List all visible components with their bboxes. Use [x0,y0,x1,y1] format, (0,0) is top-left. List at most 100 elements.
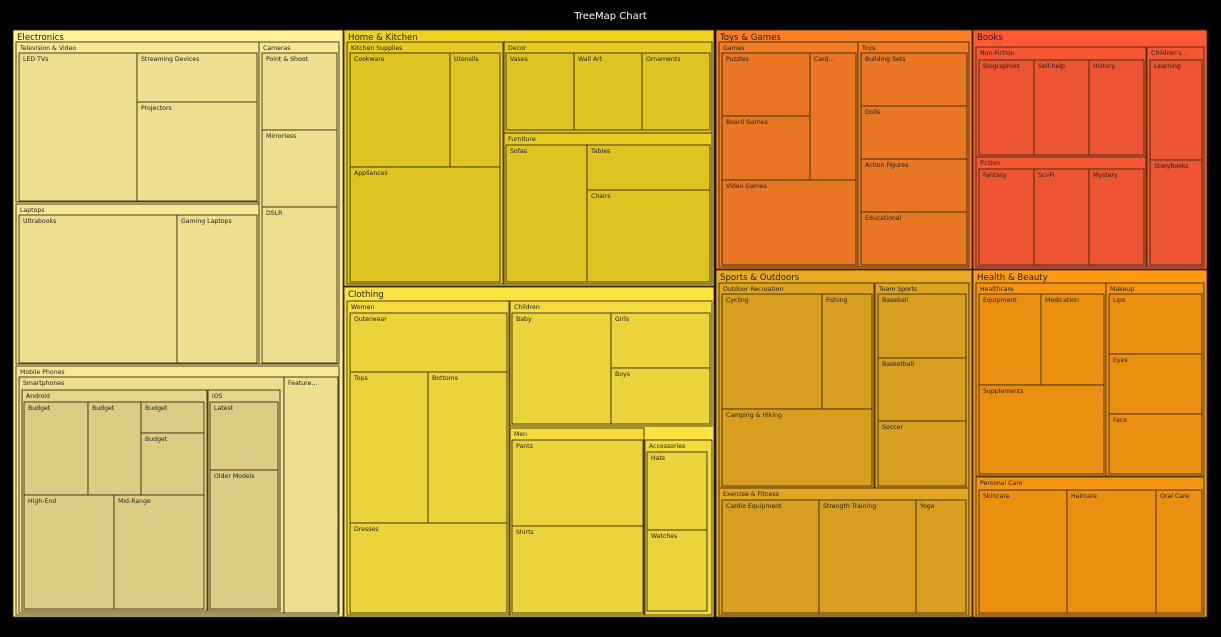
treemap-tile-face[interactable] [1108,413,1203,475]
treemap-tile-pants[interactable] [511,439,644,527]
treemap-tile-baby[interactable] [511,312,612,425]
treemap-tile-high-end[interactable] [23,494,115,610]
treemap-tile-latest[interactable] [209,401,279,471]
treemap-label-lips: Lips [1113,297,1125,304]
treemap-tile-ornaments[interactable] [641,52,711,131]
treemap-tile-sci-fi[interactable] [1033,168,1090,266]
treemap-tile-budget[interactable] [140,432,205,496]
treemap-tile-point-and-shoot[interactable] [261,52,338,131]
treemap-tile-haircare[interactable] [1066,489,1157,614]
treemap-tile-fishing[interactable] [821,293,873,410]
treemap-tile-cardio-equipment[interactable] [721,499,820,614]
treemap-tile-self-help[interactable] [1033,59,1090,156]
treemap-label-board-games: Board Games [726,119,768,126]
treemap-tile-appliances[interactable] [349,166,501,283]
treemap-tile-biographies[interactable] [978,59,1035,156]
treemap-label-decor: Decor [508,45,527,52]
treemap-tile-girls[interactable] [610,312,711,369]
treemap-label-smartphones: Smartphones [23,380,64,387]
treemap-label-appliances: Appliances [354,170,388,177]
treemap-tile-feature[interactable] [283,376,339,614]
treemap-tile-older-models[interactable] [209,469,279,610]
treemap-tile-vases[interactable] [505,52,575,131]
treemap-tile-dolls[interactable] [860,105,968,160]
treemap-tile-boys[interactable] [610,367,711,425]
treemap-tile-history[interactable] [1088,59,1145,156]
treemap-tile-mystery[interactable] [1088,168,1145,266]
treemap-tile-chairs[interactable] [586,189,711,283]
treemap-tile-oral-care[interactable] [1155,489,1203,614]
treemap-tile-yoga[interactable] [915,499,967,614]
treemap-label-feature: Feature... [288,380,317,387]
treemap-tile-bottoms[interactable] [427,371,508,524]
treemap-tile-equipment[interactable] [978,293,1042,386]
treemap-tile-action-figures[interactable] [860,158,968,213]
treemap-tile-educational[interactable] [860,211,968,266]
treemap-tile-outerwear[interactable] [349,312,508,373]
treemap-tile-strength-training[interactable] [818,499,917,614]
treemap-label-budget: Budget [145,436,168,443]
treemap-label-cardio-equipment: Cardio Equipment [726,503,782,510]
treemap-label-projectors: Projectors [141,105,172,112]
treemap-label-outdoor-recreation: Outdoor Recreation [723,286,783,293]
treemap-tile-watches[interactable] [646,529,708,612]
treemap-tile-lips[interactable] [1108,293,1203,355]
treemap-tile-utensils[interactable] [449,52,501,168]
treemap-tile-cycling[interactable] [721,293,823,410]
treemap-tile-board-games[interactable] [721,115,811,181]
treemap-tile-led-tvs[interactable] [18,52,138,202]
treemap-label-action-figures: Action Figures [865,162,908,169]
treemap-tile-dresses[interactable] [349,522,508,614]
treemap-tile-learning[interactable] [1149,59,1203,161]
chart-title: TreeMap Chart [574,11,647,22]
treemap-tile-hats[interactable] [646,451,708,531]
treemap-tile-shirts[interactable] [511,525,644,614]
treemap-tile-supplements[interactable] [978,384,1105,475]
treemap-tile-storybooks[interactable] [1149,159,1203,266]
treemap-tile-projectors[interactable] [136,101,258,202]
treemap-label-streaming-devices: Streaming Devices [141,56,199,63]
treemap-label-television-and-video: Television & Video [19,45,76,52]
treemap-label-strength-training: Strength Training [823,503,876,510]
treemap-tile-budget[interactable] [23,401,89,496]
treemap-tile-budget[interactable] [140,401,205,434]
treemap-label-self-help: Self-help [1038,63,1065,70]
treemap-tile-puzzles[interactable] [721,52,811,117]
treemap-tile-sofas[interactable] [505,144,588,283]
treemap-label-personal-care: Personal Care [980,480,1023,487]
treemap-label-dslr: DSLR [266,210,283,217]
treemap-label-cookware: Cookware [354,56,385,63]
treemap-tile-mid-range[interactable] [113,494,205,610]
treemap-tile-medication[interactable] [1040,293,1105,386]
treemap-label-basketball: Basketball [882,361,914,368]
treemap-tile-gaming-laptops[interactable] [176,214,258,364]
treemap-label-tops: Tops [353,375,368,382]
treemap-tile-skincare[interactable] [978,489,1068,614]
treemap-label-yoga: Yoga [919,503,935,510]
treemap-tile-building-sets[interactable] [860,52,968,107]
treemap-label-boys: Boys [615,371,630,378]
treemap-label-baby: Baby [516,316,532,323]
treemap-label-budget: Budget [28,405,51,412]
treemap-tile-soccer[interactable] [877,420,967,487]
treemap-tile-ultrabooks[interactable] [18,214,178,364]
treemap-tile-camping-and-hiking[interactable] [721,408,873,487]
treemap-tile-tables[interactable] [586,144,711,191]
treemap-tile-card[interactable] [809,52,857,181]
treemap-tile-dslr[interactable] [261,206,338,364]
treemap-label-electronics: Electronics [17,33,64,43]
treemap-tile-fantasy[interactable] [978,168,1035,266]
treemap-label-skincare: Skincare [983,493,1010,500]
treemap-tile-eyes[interactable] [1108,353,1203,415]
treemap-tile-video-games[interactable] [721,179,857,266]
treemap-tile-cookware[interactable] [349,52,451,168]
treemap-tile-budget[interactable] [87,401,142,496]
treemap-tile-mirrorless[interactable] [261,129,338,208]
treemap-label-sci-fi: Sci-Fi [1038,172,1054,179]
treemap-tile-wall-art[interactable] [573,52,643,131]
treemap-label-games: Games [723,45,745,52]
treemap-tile-tops[interactable] [349,371,429,524]
treemap-tile-streaming-devices[interactable] [136,52,258,103]
